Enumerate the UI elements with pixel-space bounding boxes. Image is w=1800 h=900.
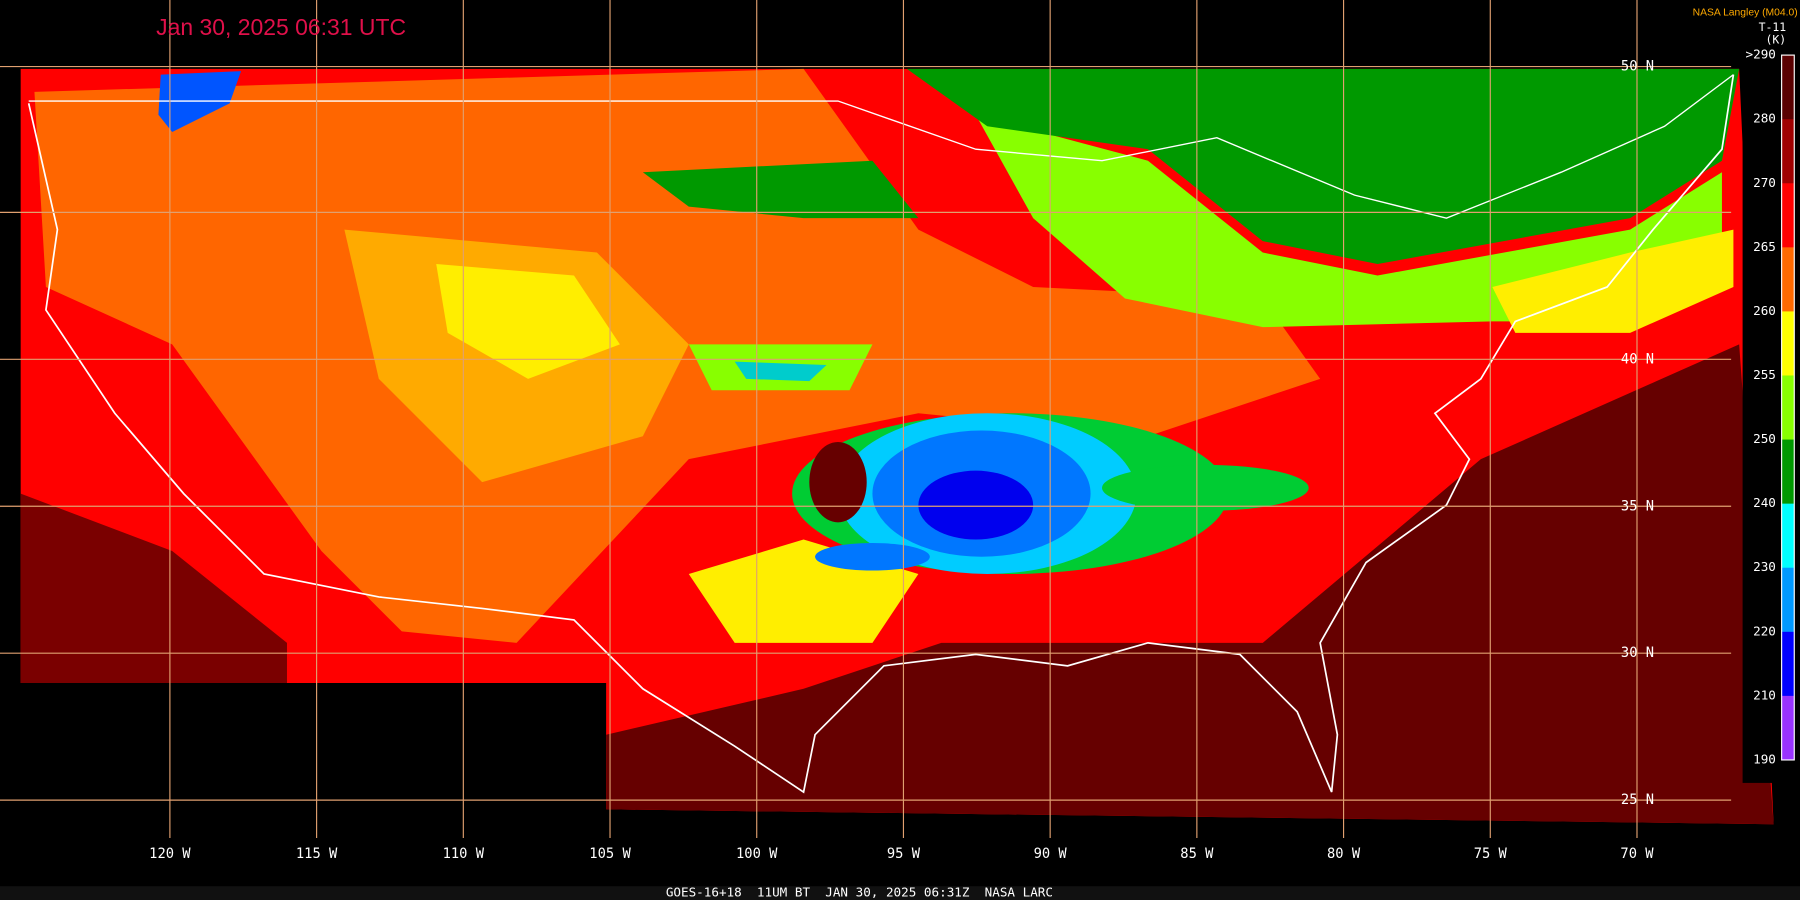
longitude-label: 115 W bbox=[296, 846, 338, 862]
colorbar-label: 270 bbox=[1753, 175, 1776, 190]
cloud-region bbox=[918, 470, 1034, 540]
cloud-region bbox=[642, 160, 919, 219]
longitude-label: 90 W bbox=[1034, 846, 1068, 862]
colorbar-label: 210 bbox=[1753, 687, 1776, 702]
colorbar-title: T-11 bbox=[1759, 20, 1787, 34]
cloud-region bbox=[975, 114, 1722, 328]
colorbar-label: 260 bbox=[1753, 303, 1776, 318]
coastline bbox=[27, 74, 1735, 794]
longitude-label: 105 W bbox=[589, 846, 631, 862]
colorbar-segment bbox=[1781, 183, 1795, 248]
colorbar-segment bbox=[1781, 631, 1795, 697]
longitude-label: 85 W bbox=[1180, 846, 1214, 862]
colorbar-label: >290 bbox=[1746, 47, 1776, 62]
latitude-label: 40 N bbox=[1621, 351, 1654, 367]
longitude-label: 70 W bbox=[1620, 846, 1654, 862]
colorbar-label: 250 bbox=[1753, 431, 1776, 446]
cloud-region bbox=[436, 264, 620, 379]
footer-bar bbox=[0, 886, 1800, 900]
longitude-label: 75 W bbox=[1474, 846, 1508, 862]
cloud-region bbox=[606, 344, 1774, 825]
colorbar-label: 230 bbox=[1753, 559, 1776, 574]
colorbar-label: 220 bbox=[1753, 623, 1776, 638]
cloud-region bbox=[20, 493, 287, 684]
colorbar-segment bbox=[1781, 503, 1795, 569]
colorbar-segment bbox=[1781, 439, 1795, 505]
colorbar-unit: (K) bbox=[1766, 33, 1787, 47]
colorbar-segment bbox=[1781, 567, 1795, 633]
longitude-label: 120 W bbox=[149, 846, 191, 862]
colorbar-segment bbox=[1781, 55, 1795, 120]
colorbar-label: 190 bbox=[1753, 751, 1776, 766]
colorbar-segment bbox=[1781, 247, 1795, 312]
colorbar-label: 255 bbox=[1753, 367, 1776, 382]
latitude-label: 30 N bbox=[1621, 645, 1654, 661]
colorbar-label: 240 bbox=[1753, 495, 1776, 510]
footer: GOES-16+18 11UM BT JAN 30, 2025 06:31Z N… bbox=[666, 885, 1053, 900]
colorbar-segment bbox=[1781, 119, 1795, 184]
colorbar-label: 280 bbox=[1753, 111, 1776, 126]
latitude-label: 25 N bbox=[1621, 792, 1654, 808]
longitude-label: 110 W bbox=[443, 846, 485, 862]
title: Jan 30, 2025 06:31 UTC bbox=[156, 14, 406, 40]
latitude-label: 50 N bbox=[1621, 59, 1654, 75]
latitude-label: 35 N bbox=[1621, 498, 1654, 514]
longitude-label: 80 W bbox=[1327, 846, 1361, 862]
colorbar-frame bbox=[1781, 54, 1795, 761]
cloud-region bbox=[734, 361, 827, 382]
cloud-region bbox=[815, 542, 930, 571]
cloud-region bbox=[1102, 464, 1309, 511]
longitude-label: 95 W bbox=[887, 846, 921, 862]
colorbar-label: 265 bbox=[1753, 239, 1776, 254]
cloud-region bbox=[906, 68, 1740, 265]
cloud-region bbox=[809, 441, 867, 523]
colorbar-segment bbox=[1781, 375, 1795, 441]
colorbar-segment bbox=[1781, 311, 1795, 377]
border bbox=[28, 74, 1734, 219]
colorbar-segment bbox=[1781, 695, 1795, 761]
credit: NASA Langley (M04.0) bbox=[1693, 7, 1798, 18]
longitude-label: 100 W bbox=[736, 846, 778, 862]
